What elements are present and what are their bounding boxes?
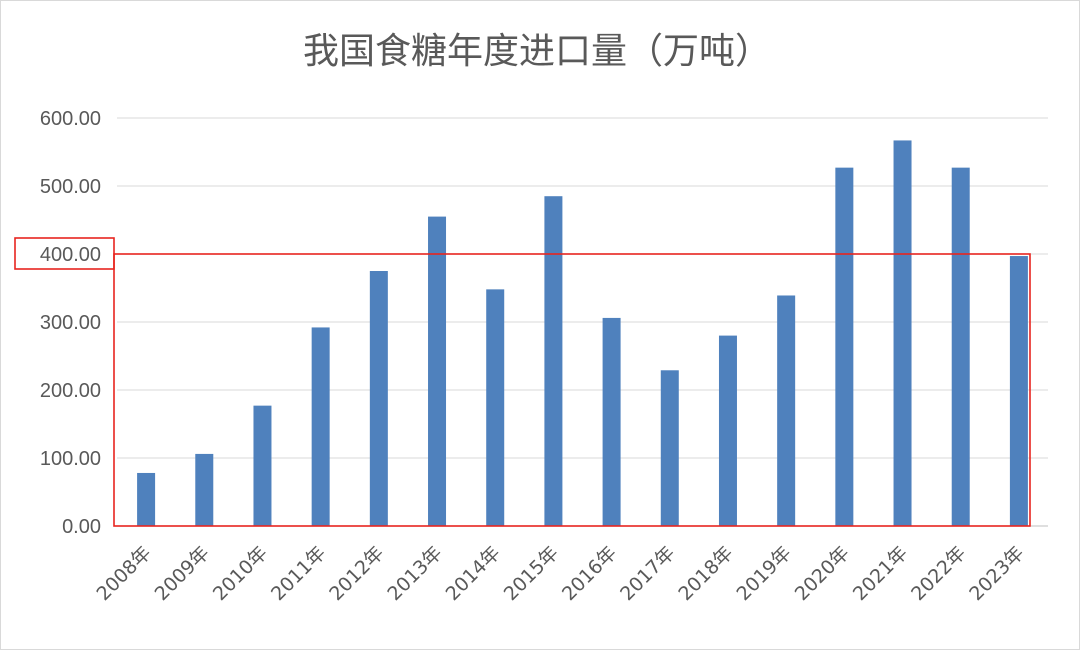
bar (137, 472, 156, 526)
bar (311, 327, 330, 526)
bar (195, 453, 214, 526)
x-tick-label: 2021年 (849, 542, 912, 605)
y-tick-label: 0.00 (62, 516, 101, 538)
highlight-annotations (14, 237, 1031, 527)
bar (486, 289, 505, 526)
y-tick-label: 400.00 (40, 244, 101, 266)
x-axis-tick-labels: 2008年2009年2010年2011年2012年2013年2014年2015年… (92, 542, 1028, 605)
bar (544, 196, 563, 526)
x-tick-label: 2018年 (674, 542, 737, 605)
bars (137, 140, 1028, 526)
x-tick-label: 2008年 (92, 542, 155, 605)
x-tick-label: 2014年 (442, 542, 505, 605)
x-tick-label: 2020年 (791, 542, 854, 605)
y-tick-label: 200.00 (40, 380, 101, 402)
bar (951, 167, 970, 526)
x-tick-label: 2012年 (325, 542, 388, 605)
bar (777, 295, 796, 526)
x-tick-label: 2023年 (965, 542, 1028, 605)
x-tick-label: 2017年 (616, 542, 679, 605)
bar (428, 216, 447, 526)
x-tick-label: 2011年 (267, 542, 330, 605)
highlight-label-box (14, 237, 115, 270)
bar (718, 335, 737, 526)
x-tick-label: 2022年 (907, 542, 970, 605)
bar (253, 405, 272, 526)
y-axis-tick-labels: 0.00 100.00 200.00 300.00 400.00 500.00 600.00 (40, 108, 101, 538)
x-tick-label: 2016年 (558, 542, 621, 605)
y-tick-label: 600.00 (40, 108, 101, 130)
x-tick-label: 2013年 (383, 542, 446, 605)
y-tick-label: 500.00 (40, 176, 101, 198)
bar (660, 370, 679, 526)
bar (369, 271, 388, 526)
x-tick-label: 2015年 (500, 542, 563, 605)
x-tick-label: 2010年 (209, 542, 272, 605)
x-tick-label: 2019年 (733, 542, 796, 605)
highlight-box (113, 253, 1031, 527)
bar (602, 317, 621, 526)
bar (1009, 256, 1028, 526)
y-tick-label: 100.00 (40, 448, 101, 470)
bar (835, 167, 854, 526)
x-tick-label: 2009年 (151, 542, 214, 605)
chart-title: 我国食糖年度进口量（万吨） (303, 31, 771, 72)
y-tick-label: 300.00 (40, 312, 101, 334)
bar (893, 140, 912, 526)
